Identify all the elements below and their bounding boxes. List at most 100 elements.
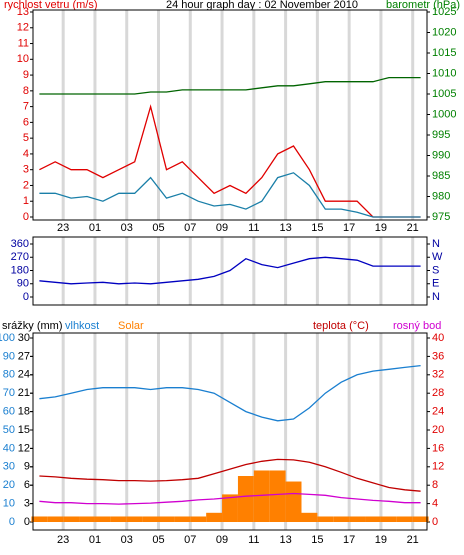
solar-bar xyxy=(222,494,238,522)
y-tick-label: 10 xyxy=(17,53,29,65)
y-tick-label: 8 xyxy=(432,479,438,491)
solar-bar xyxy=(190,516,207,522)
x-tick-label: 05 xyxy=(152,222,164,234)
y-tick-label: 24 xyxy=(432,406,444,418)
y-tick-label: 18 xyxy=(18,406,30,418)
y-tick-label: W xyxy=(432,251,443,263)
x-tick-label: 21 xyxy=(407,222,419,234)
y-tick-label: N xyxy=(432,238,440,250)
y-tick-label: 12 xyxy=(432,461,444,473)
legend-entry: Solar xyxy=(118,320,144,332)
series-line xyxy=(39,492,421,505)
y-tick-label: 180 xyxy=(11,264,29,276)
y-tick-label: 0 xyxy=(23,211,29,223)
y-tick-label: 6 xyxy=(23,116,29,128)
solar-bar xyxy=(158,516,175,522)
y-tick-label: 1005 xyxy=(432,88,456,100)
y-tick-label: 1025 xyxy=(432,6,456,18)
y-tick-label: 24 xyxy=(18,369,30,381)
x-tick-label: 17 xyxy=(343,534,355,546)
y-tick-label: 20 xyxy=(3,479,15,491)
legend-entry: teplota (°C) xyxy=(313,320,369,332)
solar-bar xyxy=(31,516,48,522)
x-tick-label: 15 xyxy=(311,534,323,546)
solar-bar xyxy=(174,516,191,522)
solar-bar xyxy=(110,516,127,522)
y-tick-label: 80 xyxy=(3,369,15,381)
series-line xyxy=(39,458,421,492)
y-tick-label: 9 xyxy=(24,461,30,473)
x-tick-label: 15 xyxy=(311,222,323,234)
y-tick-label: 0 xyxy=(23,291,29,303)
legend-entry: vlhkost xyxy=(65,320,99,332)
x-tick-label: 01 xyxy=(89,534,101,546)
y-tick-label: 30 xyxy=(18,332,30,344)
y-tick-label: 13 xyxy=(17,6,29,18)
y-tick-label: 40 xyxy=(3,442,15,454)
solar-bar xyxy=(126,516,143,522)
legend-entry: rosný bod xyxy=(393,320,441,332)
x-tick-label: 13 xyxy=(279,222,291,234)
solar-bar xyxy=(317,516,334,522)
x-tick-label: 21 xyxy=(407,534,419,546)
solar-bar xyxy=(380,516,397,522)
y-tick-label: 995 xyxy=(432,129,450,141)
y-tick-label: N xyxy=(432,291,440,303)
chart-title: 24 hour graph day : 02 November 2010 xyxy=(166,0,358,11)
y-tick-label: E xyxy=(432,278,439,290)
solar-bar xyxy=(47,516,64,522)
solar-bar xyxy=(349,516,366,522)
y-tick-label: 11 xyxy=(18,37,29,49)
y-tick-label: 0 xyxy=(9,516,15,528)
x-tick-label: 03 xyxy=(121,222,133,234)
solar-bar xyxy=(269,470,286,522)
x-tick-label: 19 xyxy=(375,534,387,546)
plot-frame xyxy=(32,332,428,531)
y-tick-label: 5 xyxy=(23,132,29,144)
y-tick-label: 36 xyxy=(432,350,444,362)
x-tick-label: 03 xyxy=(121,534,133,546)
x-tick-label: 07 xyxy=(184,222,196,234)
x-tick-label: 23 xyxy=(57,222,69,234)
y-tick-label: 28 xyxy=(432,387,444,399)
y-tick-label: 100 xyxy=(0,332,15,344)
y-axis-label: rychlost vetru (m/s) xyxy=(4,0,98,11)
y-tick-label: 360 xyxy=(11,238,29,250)
solar-bar xyxy=(79,516,95,522)
series-line xyxy=(39,172,421,218)
y-tick-label: 3 xyxy=(23,164,29,176)
y-tick-label: 10 xyxy=(3,498,15,510)
y-tick-label: 27 xyxy=(18,350,30,362)
solar-bar xyxy=(365,516,381,522)
y-tick-label: 15 xyxy=(18,424,30,436)
y-tick-label: 1020 xyxy=(432,26,456,38)
y-tick-label: 0 xyxy=(432,516,438,528)
x-tick-label: 23 xyxy=(57,534,69,546)
y-tick-label: 32 xyxy=(432,369,444,381)
y-tick-label: 980 xyxy=(432,190,450,202)
y-tick-label: 975 xyxy=(432,211,450,223)
y-tick-label: 70 xyxy=(3,387,15,399)
x-tick-label: 05 xyxy=(152,534,164,546)
y-tick-label: 1015 xyxy=(432,47,456,59)
y-tick-label: 1010 xyxy=(432,67,456,79)
y-tick-label: 90 xyxy=(3,350,15,362)
y-tick-label: 16 xyxy=(432,442,444,454)
solar-bar xyxy=(301,512,318,522)
y-tick-label: 12 xyxy=(17,22,29,34)
y-tick-label: 40 xyxy=(432,332,444,344)
y-tick-label: 90 xyxy=(17,278,29,290)
x-tick-label: 09 xyxy=(216,534,228,546)
x-tick-label: 07 xyxy=(184,534,196,546)
solar-bar xyxy=(63,516,80,522)
solar-bar xyxy=(94,516,111,522)
x-tick-label: 13 xyxy=(279,534,291,546)
y-tick-label: S xyxy=(432,264,439,276)
x-tick-label: 19 xyxy=(375,222,387,234)
y-tick-label: 7 xyxy=(23,101,29,113)
plot-frame xyxy=(32,9,428,221)
solar-bar xyxy=(142,516,159,522)
plot-frame xyxy=(32,236,428,306)
y-tick-label: 0 xyxy=(24,516,30,528)
solar-bar xyxy=(285,481,302,522)
